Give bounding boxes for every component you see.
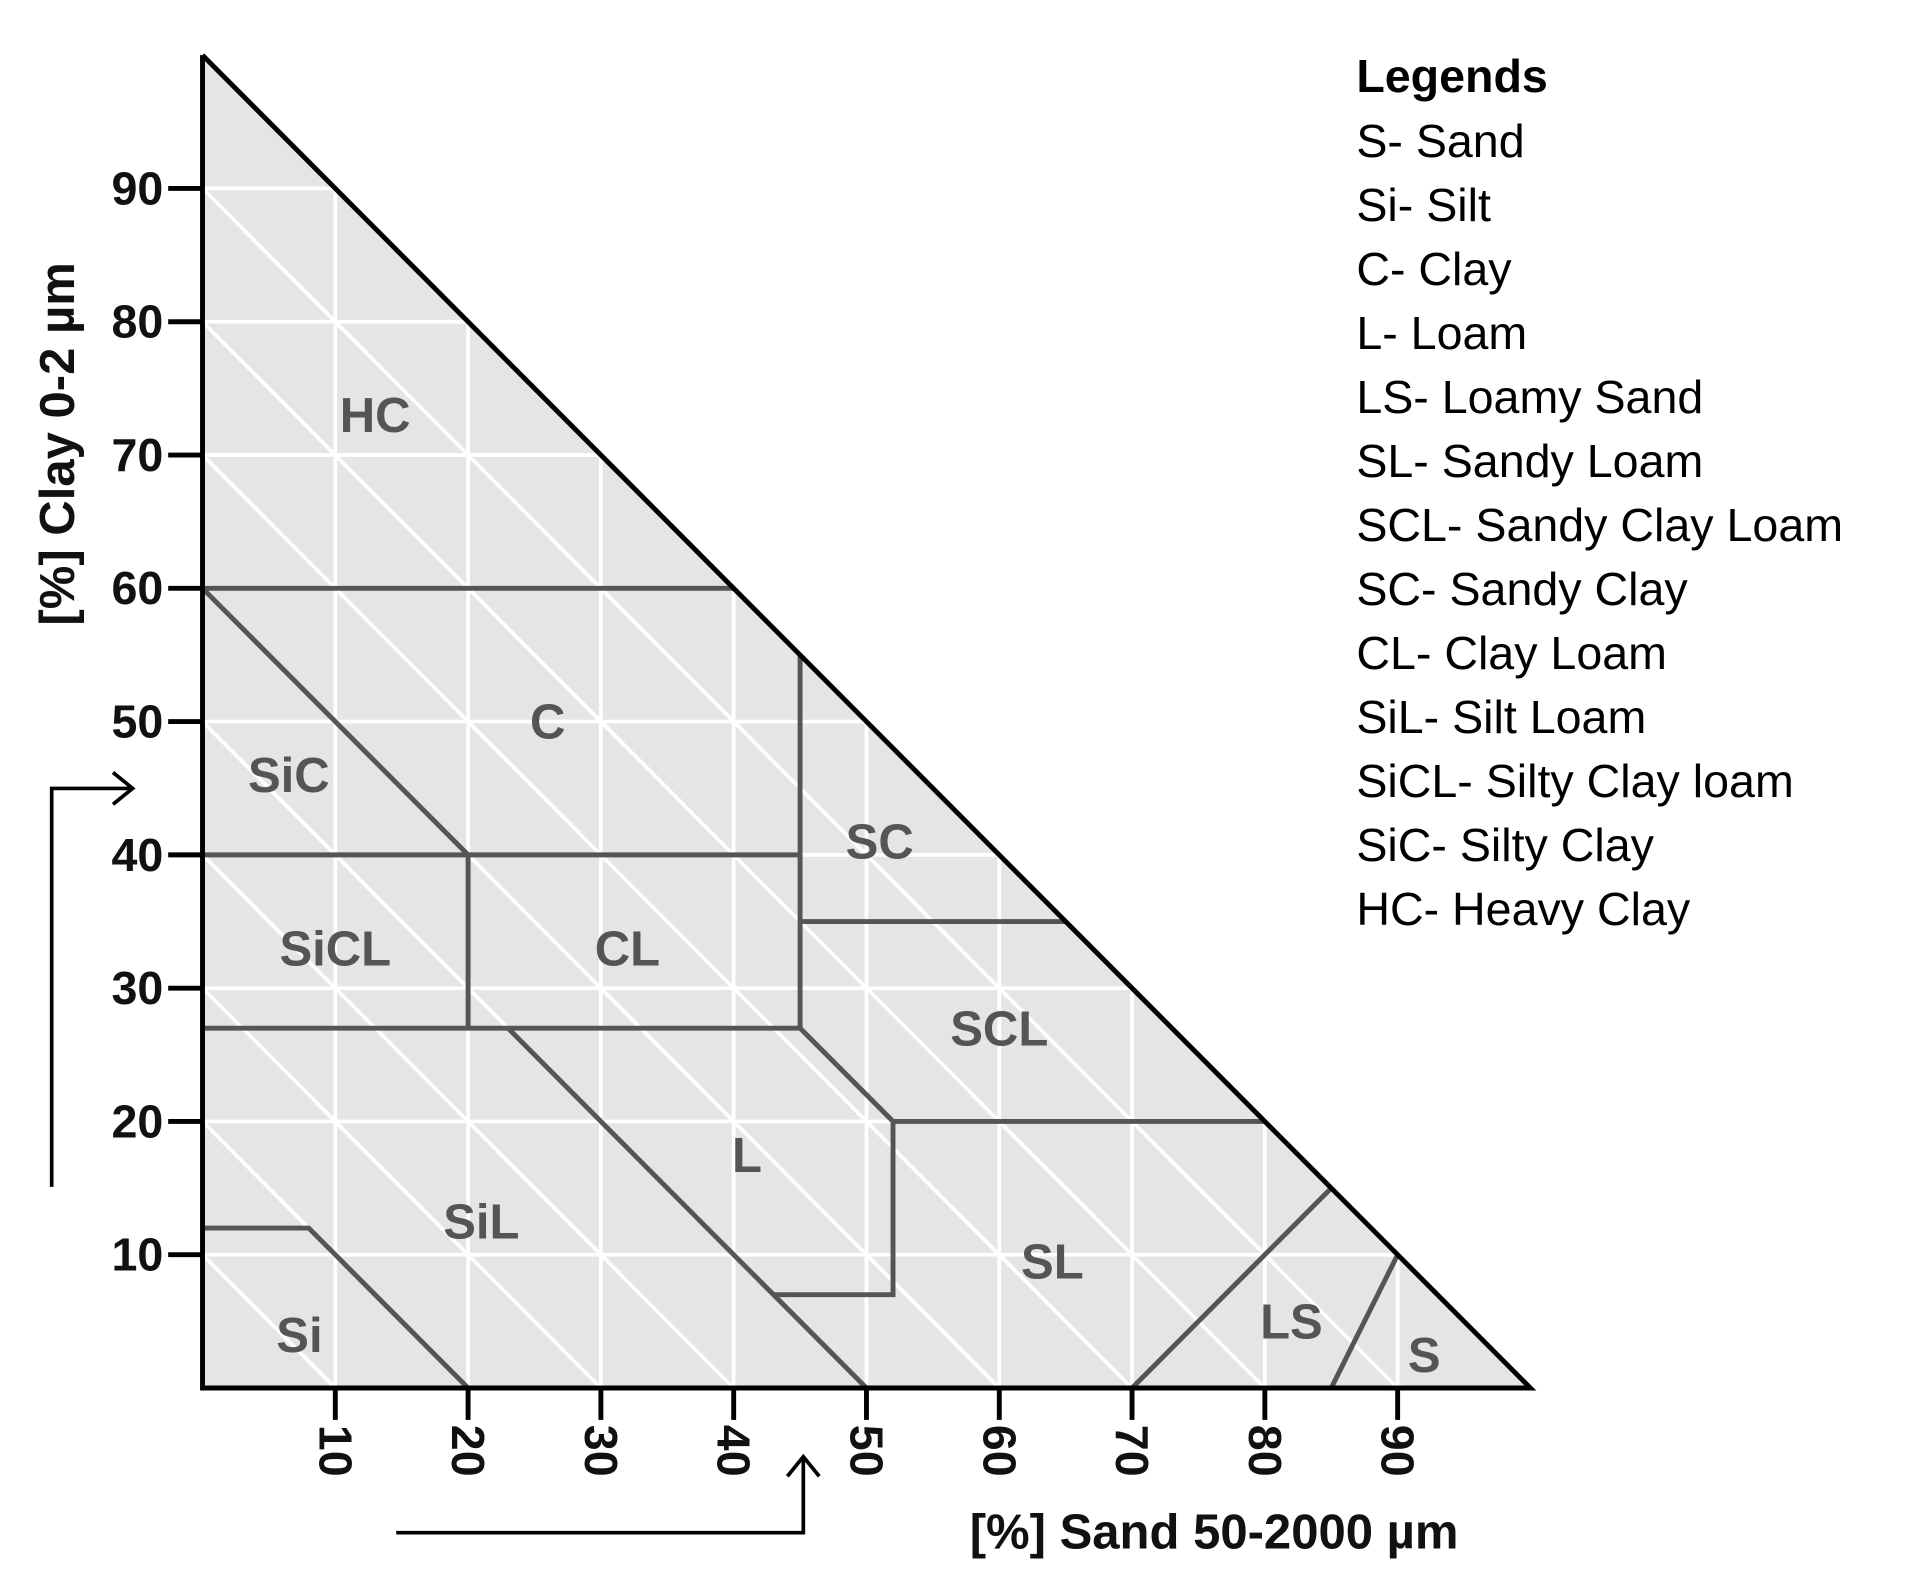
y-tick-label: 30	[111, 962, 163, 1014]
region-label-c: C	[530, 696, 565, 750]
legend-title: Legends	[1356, 50, 1548, 102]
legend-item: HC- Heavy Clay	[1356, 883, 1691, 935]
x-tick-label: 30	[575, 1425, 627, 1477]
y-tick-label: 10	[111, 1229, 163, 1281]
legend-item: SiC- Silty Clay	[1356, 819, 1654, 871]
legend-item: SL- Sandy Loam	[1356, 435, 1703, 487]
region-label-sicl: SiCL	[279, 922, 391, 976]
legend-item: SC- Sandy Clay	[1356, 563, 1688, 615]
region-label-l: L	[732, 1129, 762, 1183]
legend-item: SiCL- Silty Clay loam	[1356, 755, 1793, 807]
x-tick-label: 80	[1239, 1425, 1291, 1477]
region-label-hc: HC	[340, 389, 411, 443]
grid-line-silt	[201, 1253, 337, 1390]
y-axis-title: [%] Clay 0-2 µm	[31, 262, 85, 625]
legend: S- Sand Si- Silt C- Clay L- Loam LS- Loamy S…	[1356, 115, 1843, 935]
x-tick-label: 50	[841, 1425, 893, 1477]
region-label-sic: SiC	[248, 749, 330, 803]
legend-item: L- Loam	[1356, 307, 1527, 359]
region-label-si: Si	[276, 1309, 322, 1363]
grid-line-silt	[201, 986, 603, 1390]
y-tick-label: 80	[111, 296, 163, 348]
legend-item: SCL- Sandy Clay Loam	[1356, 499, 1843, 551]
grid-line-silt	[201, 453, 1134, 1390]
class-boundary	[200, 586, 470, 857]
region-label-cl: CL	[595, 922, 660, 976]
class-boundary	[1130, 1186, 1333, 1390]
class-boundary	[1329, 1253, 1400, 1390]
class-boundary	[506, 1026, 869, 1390]
x-tick-label: 70	[1106, 1425, 1158, 1477]
x-axis-arrow	[396, 1453, 821, 1535]
y-tick-label: 60	[111, 562, 163, 614]
class-boundary	[773, 1121, 896, 1298]
x-tick-label: 60	[973, 1425, 1025, 1477]
legend-item: LS- Loamy Sand	[1356, 371, 1703, 423]
region-label-sc: SC	[846, 816, 914, 870]
region-label-sil: SiL	[443, 1196, 519, 1250]
legend-item: S- Sand	[1356, 115, 1524, 167]
region-label-ls: LS	[1260, 1296, 1323, 1350]
y-axis-arrow	[49, 771, 136, 1187]
legend-item: CL- Clay Loam	[1356, 627, 1667, 679]
region-label-sl: SL	[1021, 1236, 1084, 1290]
legend-item: C- Clay	[1356, 243, 1512, 295]
legend-item: Si- Silt	[1356, 179, 1491, 231]
x-tick-label: 40	[708, 1425, 760, 1477]
x-tick-label: 90	[1372, 1425, 1424, 1477]
x-tick-label: 20	[442, 1425, 494, 1477]
y-tick-label: 20	[111, 1095, 163, 1147]
y-tick-label: 50	[111, 696, 163, 748]
y-tick-label: 90	[111, 162, 163, 214]
legend-item: SiL- Silt Loam	[1356, 691, 1646, 743]
region-label-scl: SCL	[950, 1002, 1048, 1056]
class-boundary	[202, 1225, 470, 1390]
grid-line-silt	[201, 853, 735, 1390]
x-tick-label: 10	[309, 1425, 361, 1477]
y-tick-label: 40	[111, 829, 163, 881]
y-tick-label: 70	[111, 429, 163, 481]
region-label-s: S	[1408, 1329, 1441, 1383]
x-axis-title: [%] Sand 50-2000 µm	[970, 1506, 1459, 1560]
